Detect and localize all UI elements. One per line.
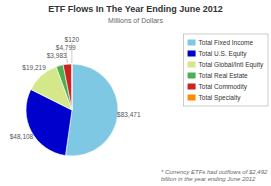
legend-label: Total Specialty xyxy=(199,94,242,102)
data-label: $4,799 xyxy=(56,44,76,51)
leader-line xyxy=(66,51,67,63)
pie xyxy=(26,64,118,156)
legend-swatch xyxy=(188,51,196,57)
data-label: $83,471 xyxy=(117,111,141,118)
data-label: $19,219 xyxy=(22,64,46,71)
pie-slice xyxy=(56,65,72,110)
legend-label: Total U.S. Equity xyxy=(199,50,248,58)
data-labels: $83,471 $48,108 $19,219$3,983$4,799$120 xyxy=(10,36,141,140)
data-label: $48,108 xyxy=(10,133,34,140)
legend-label: Total Real Estate xyxy=(199,72,249,79)
leader-line xyxy=(71,43,72,63)
legend-swatch xyxy=(188,73,196,79)
legend-swatch xyxy=(188,95,196,101)
data-label: $120 xyxy=(65,36,80,43)
pie-slice xyxy=(71,64,72,110)
legend-label: Total Global/Intl Equity xyxy=(199,61,264,69)
subtitle: Millions of Dollars xyxy=(108,17,163,24)
title: ETF Flows In The Year Ending June 2012 xyxy=(48,4,222,14)
legend-label: Total Fixed Income xyxy=(199,39,254,46)
legend-swatch xyxy=(188,62,196,68)
pie-slice xyxy=(63,64,72,110)
legend-swatch xyxy=(188,40,196,46)
footnote-line: * Currency ETFs had outflows of $2,492 xyxy=(161,169,268,175)
pie-slice xyxy=(65,64,118,156)
chart: ETF Flows In The Year Ending June 2012 Mi… xyxy=(0,0,271,186)
legend-swatch xyxy=(188,84,196,90)
footnote-line: billion in the year ending June 2012 xyxy=(161,176,256,182)
legend: Total Fixed Income Total U.S. Equity Total… xyxy=(184,34,268,106)
footnote: * Currency ETFs had outflows of $2,492bi… xyxy=(161,169,268,183)
data-label: $3,983 xyxy=(47,52,67,59)
legend-label: Total Commodity xyxy=(199,83,248,91)
legend-frame xyxy=(184,34,268,106)
